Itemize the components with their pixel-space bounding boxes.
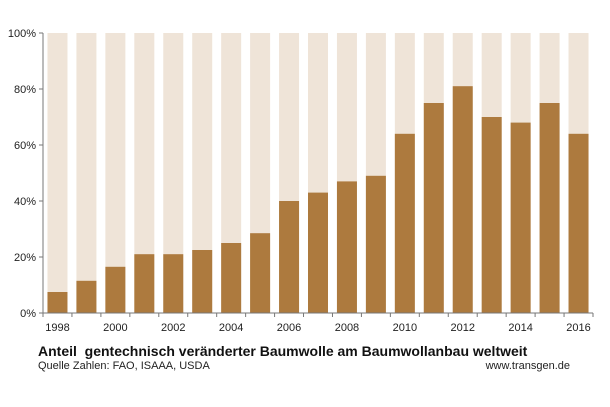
bar-2009	[365, 175, 386, 313]
background-bar-2001	[134, 33, 155, 313]
y-tick-label-20: 20%	[14, 252, 36, 264]
bar-2006	[279, 201, 300, 313]
bar-2016	[568, 133, 589, 313]
bar-2011	[423, 103, 444, 313]
y-tick-label-40: 40%	[14, 196, 36, 208]
x-tick-label-2006: 2006	[277, 322, 301, 334]
y-tick-label-0: 0%	[20, 308, 36, 320]
bar-2002	[163, 254, 184, 313]
y-tick-label-60: 60%	[14, 140, 36, 152]
bar-2004	[221, 243, 242, 313]
background-bar-2003	[192, 33, 213, 313]
bar-2015	[539, 103, 560, 313]
background-bar-2000	[105, 33, 126, 313]
x-tick-label-2012: 2012	[450, 322, 474, 334]
bar-1998	[47, 292, 68, 313]
x-tick-label-2014: 2014	[508, 322, 532, 334]
axes	[42, 33, 593, 314]
data-bars	[47, 86, 589, 313]
x-tick-label-2008: 2008	[335, 322, 359, 334]
bar-2012	[452, 86, 473, 313]
bar-2000	[105, 266, 126, 313]
bar-2003	[192, 250, 213, 313]
background-bar-1998	[47, 33, 68, 313]
bar-2008	[336, 181, 357, 313]
bar-1999	[76, 280, 97, 313]
y-tick-label-80: 80%	[14, 84, 36, 96]
bar-2013	[481, 117, 502, 313]
bar-2010	[394, 133, 415, 313]
background-bar-2002	[163, 33, 184, 313]
bar-2005	[250, 233, 271, 313]
x-tick-label-2016: 2016	[566, 322, 590, 334]
source-note: Quelle Zahlen: FAO, ISAAA, USDA	[38, 360, 210, 372]
website-credit: www.transgen.de	[485, 360, 570, 372]
bar-2007	[308, 192, 328, 313]
x-axis-ticks: 1998 2000 2002 2004 2006 2008 2010 2012 2014 2016	[42, 313, 594, 334]
background-bar-1999	[76, 33, 97, 313]
bar-2014	[510, 122, 531, 313]
chart-title: Anteil gentechnisch veränderter Baumwoll…	[38, 343, 528, 359]
x-tick-label-2010: 2010	[393, 322, 417, 334]
x-tick-label-2004: 2004	[219, 322, 243, 334]
x-tick-label-2000: 2000	[103, 322, 127, 334]
y-axis-ticks: 0% 20% 40% 60% 80% 100%	[8, 28, 43, 320]
bar-2001	[134, 254, 155, 313]
x-tick-label-2002: 2002	[161, 322, 185, 334]
y-tick-label-100: 100%	[8, 28, 36, 40]
x-tick-label-1998: 1998	[45, 322, 69, 334]
